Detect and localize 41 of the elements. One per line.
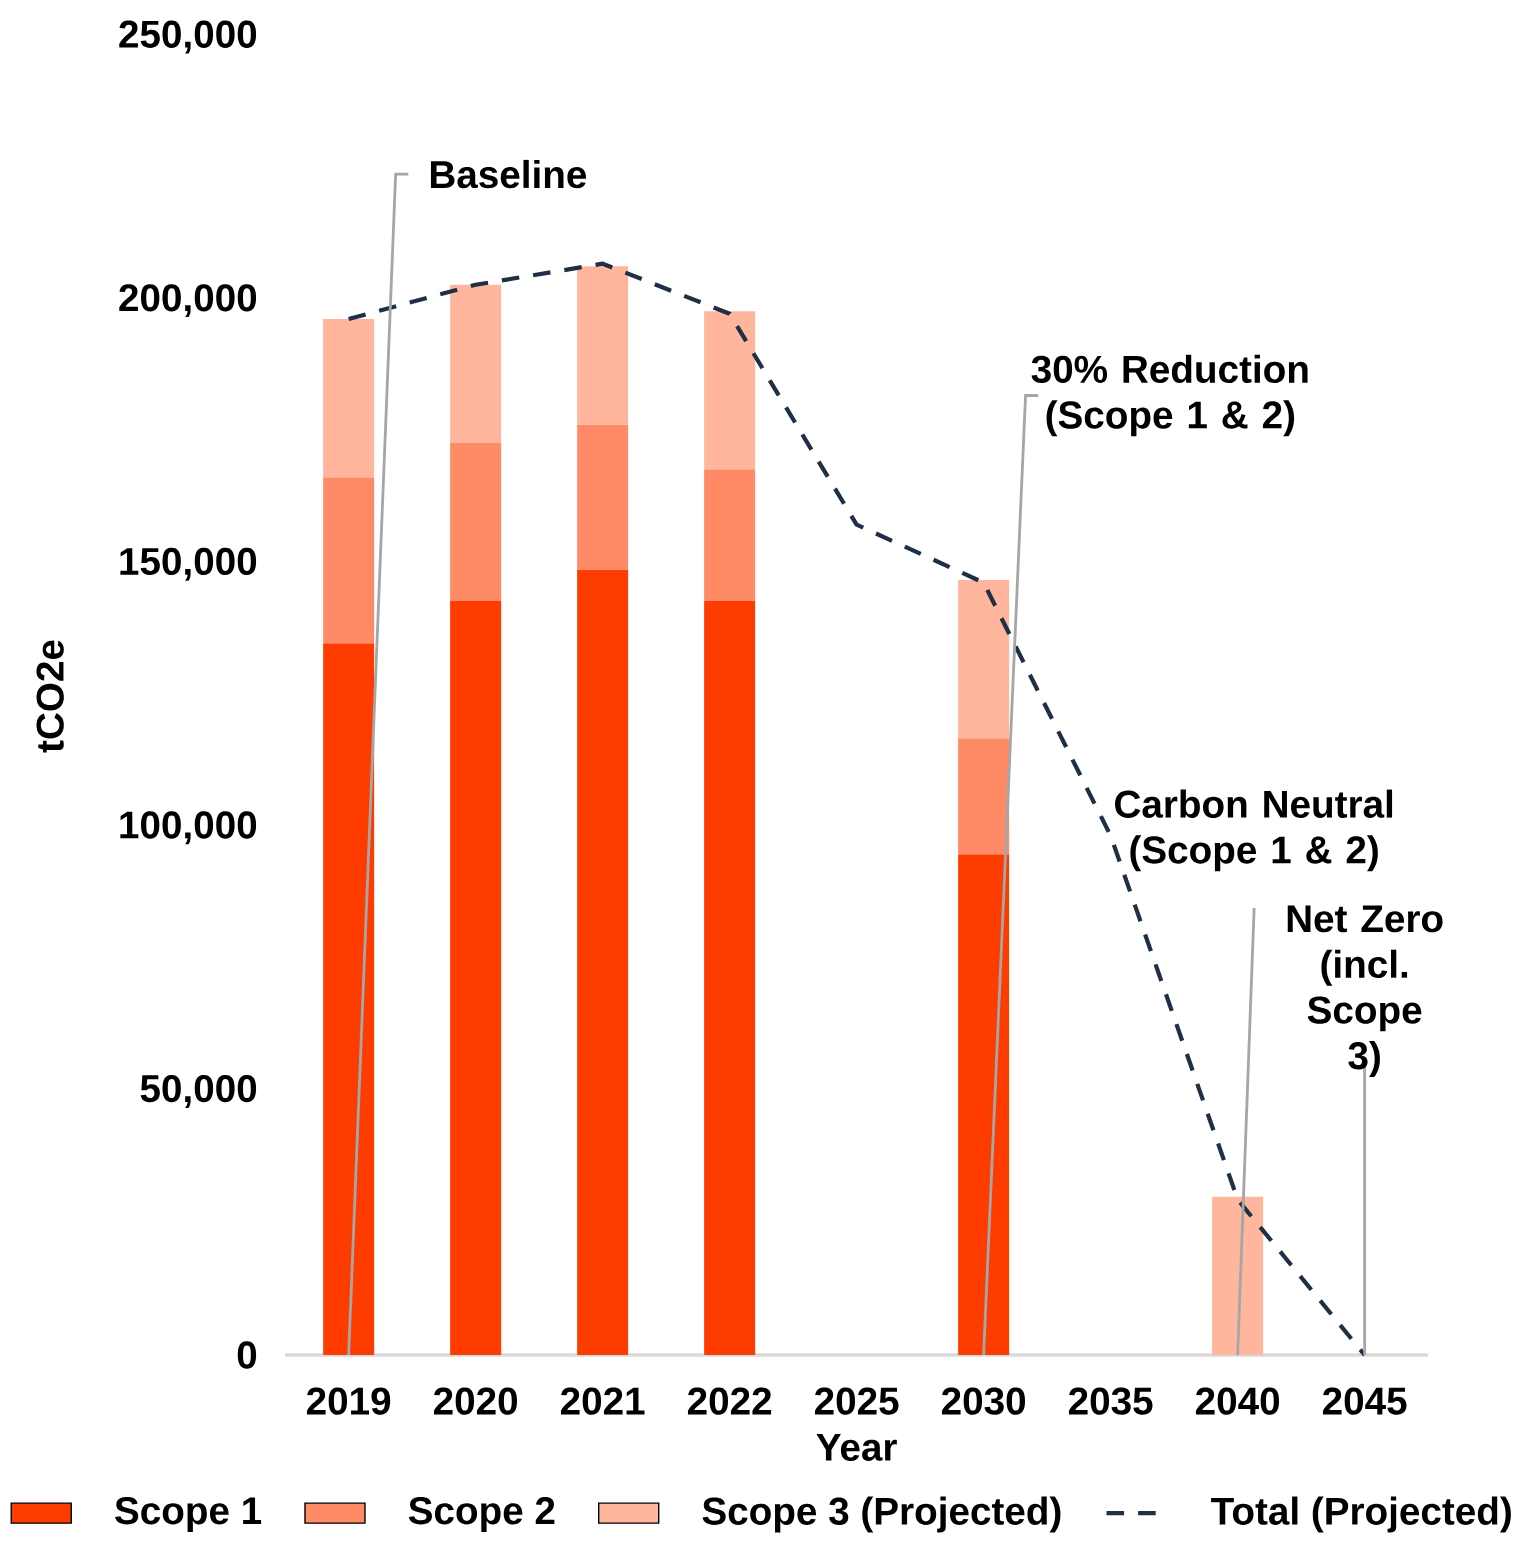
y-tick-label: 150,000	[120, 547, 256, 581]
bar	[703, 311, 755, 470]
bar	[449, 284, 501, 443]
y-tick-label: 250,000	[119, 20, 256, 54]
bar	[703, 601, 755, 1356]
x-tick-label: 2035	[1068, 1387, 1153, 1415]
legend-label: Scope 3 (Projected)	[702, 1496, 1061, 1533]
x-tick-label: 2040	[1195, 1387, 1279, 1415]
bar	[449, 601, 501, 1356]
bar	[1211, 1196, 1263, 1356]
x-tick-label: 2020	[433, 1387, 517, 1415]
bar	[957, 854, 1009, 1356]
x-axis-title: Year	[816, 1434, 897, 1461]
y-tick-label: 0	[237, 1341, 256, 1369]
x-tick-label: 2025	[814, 1387, 899, 1415]
y-axis-title: tCO2e	[36, 640, 64, 753]
y-tick-label: 50,000	[140, 1074, 256, 1108]
bar	[957, 580, 1009, 739]
legend-label: Scope 1	[114, 1497, 261, 1533]
bar	[576, 266, 628, 425]
annotation: Net Zero (incl. Scope 3)	[1287, 905, 1443, 1078]
bar	[576, 569, 628, 1356]
y-tick-label: 100,000	[120, 811, 256, 845]
bar	[322, 643, 374, 1356]
x-tick-label: 2019	[306, 1387, 390, 1415]
annotation: Carbon Neutral (Scope 1 & 2)	[1114, 789, 1392, 872]
bar	[322, 319, 374, 478]
bar	[449, 442, 501, 602]
x-tick-label: 2030	[941, 1387, 1025, 1415]
x-tick-label: 2045	[1322, 1387, 1407, 1415]
bar	[322, 477, 374, 644]
annotation: 30% Reduction (Scope 1 & 2)	[1031, 354, 1308, 437]
y-tick-label: 200,000	[119, 284, 256, 318]
bar	[957, 738, 1009, 855]
x-tick-label: 2021	[560, 1387, 645, 1415]
bar	[703, 469, 755, 602]
legend-label: Total (Projected)	[1210, 1496, 1511, 1533]
bar	[576, 424, 628, 570]
annotation: Baseline	[430, 159, 586, 189]
legend-label: Scope 2	[408, 1497, 555, 1533]
x-tick-label: 2022	[687, 1387, 771, 1415]
